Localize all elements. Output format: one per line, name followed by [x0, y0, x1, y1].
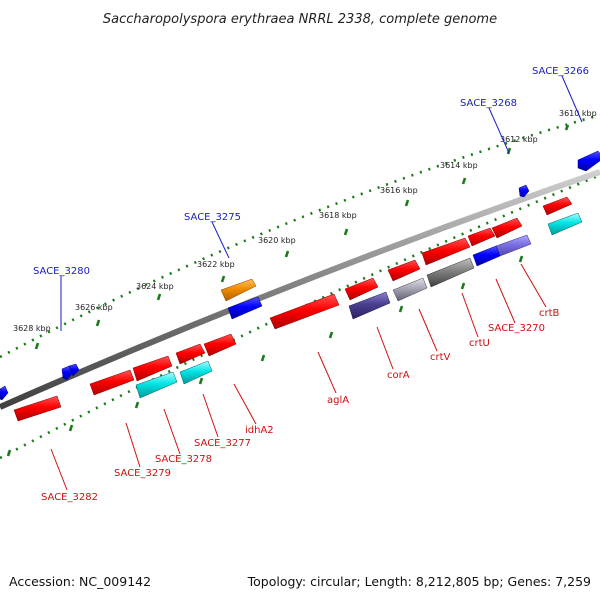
- gene-sace-3270-arrow[interactable]: [491, 217, 523, 239]
- forward-genes: [0, 150, 600, 401]
- map-title: Saccharopolyspora erythraea NRRL 2338, c…: [103, 12, 497, 27]
- bottom-leader-lines: [50, 263, 547, 491]
- gene-sace-3270-lav[interactable]: [495, 234, 532, 257]
- gene-crtv-gray[interactable]: [426, 257, 475, 288]
- reverse-genes: [13, 196, 583, 422]
- gene-sace-3281-arrow[interactable]: [89, 369, 135, 396]
- gene-sace-3280-arrow[interactable]: [61, 365, 73, 381]
- scale-label: 3620 kbp: [258, 236, 296, 245]
- gene-label[interactable]: SACE_3270: [488, 323, 545, 334]
- gene-idha2-arrow[interactable]: [269, 293, 340, 330]
- gene-crtb-cyan[interactable]: [547, 212, 583, 236]
- outer-major-ticks: [34, 124, 570, 350]
- scale-label: 3626 kbp: [75, 303, 113, 312]
- gene-label[interactable]: SACE_3266: [532, 66, 589, 77]
- gene-label[interactable]: aglA: [327, 395, 349, 406]
- inner-major-ticks: [6, 255, 524, 457]
- gene-label[interactable]: SACE_3280: [33, 266, 90, 277]
- outer-scale-track: [0, 113, 600, 359]
- gene-sace-3279-cyan[interactable]: [135, 371, 178, 399]
- gene-sace-3280b-arrow[interactable]: [68, 363, 80, 377]
- gene-crtv-arrow[interactable]: [421, 237, 471, 266]
- gene-label[interactable]: SACE_3277: [194, 438, 251, 449]
- gene-label[interactable]: crtB: [539, 308, 560, 319]
- gene-crtu-blue[interactable]: [472, 245, 501, 267]
- accession-text: Accession: NC_009142: [9, 574, 151, 589]
- scale-label: 3612 kbp: [500, 135, 538, 144]
- gene-agla-purple[interactable]: [348, 291, 391, 320]
- scale-label: 3624 kbp: [136, 282, 174, 291]
- gene-cora-silver[interactable]: [392, 277, 428, 302]
- gene-label[interactable]: crtU: [469, 338, 490, 349]
- genome-summary-text: Topology: circular; Length: 8,212,805 bp…: [247, 574, 591, 589]
- scale-label: 3622 kbp: [197, 260, 235, 269]
- gene-label[interactable]: crtV: [430, 352, 451, 363]
- gene-sace-3282-arrow[interactable]: [13, 395, 62, 422]
- bottom-gene-labels: crtB SACE_3270 crtU crtV corA aglA idhA2…: [41, 308, 560, 503]
- gene-edge-arrow[interactable]: [0, 385, 9, 401]
- gene-label[interactable]: SACE_3282: [41, 492, 98, 503]
- gene-label[interactable]: SACE_3278: [155, 454, 212, 465]
- gene-sace-3275-blue[interactable]: [227, 296, 263, 320]
- gene-sace-3278-arrow[interactable]: [175, 343, 206, 365]
- scale-label: 3614 kbp: [440, 161, 478, 170]
- gene-sace-3275-orange[interactable]: [220, 278, 257, 302]
- scale-label: 3618 kbp: [319, 211, 357, 220]
- gene-sace-3277-cyan[interactable]: [179, 360, 213, 385]
- top-gene-labels: SACE_3266 SACE_3268 SACE_3275 SACE_3280: [33, 66, 589, 277]
- gene-label[interactable]: SACE_3279: [114, 468, 171, 479]
- gene-sace-3266-arrow[interactable]: [577, 150, 600, 172]
- scale-label: 3616 kbp: [380, 186, 418, 195]
- gene-label[interactable]: SACE_3268: [460, 98, 517, 109]
- gene-sace-3268-arrow[interactable]: [518, 184, 530, 198]
- genome-backbone: [0, 169, 600, 410]
- gene-sace-3277-arrow[interactable]: [203, 333, 237, 357]
- gene-cora-arrow[interactable]: [387, 259, 421, 282]
- gene-label[interactable]: SACE_3275: [184, 212, 241, 223]
- gene-label[interactable]: corA: [387, 370, 410, 381]
- gene-sace-3279-arrow[interactable]: [132, 355, 173, 382]
- gene-agla-arrow[interactable]: [344, 277, 379, 301]
- gene-crtb-arrow[interactable]: [542, 196, 573, 216]
- gene-label[interactable]: idhA2: [245, 425, 274, 436]
- scale-label: 3628 kbp: [13, 324, 51, 333]
- top-leader-lines: [60, 75, 583, 331]
- gene-crtu-arrow[interactable]: [467, 227, 496, 247]
